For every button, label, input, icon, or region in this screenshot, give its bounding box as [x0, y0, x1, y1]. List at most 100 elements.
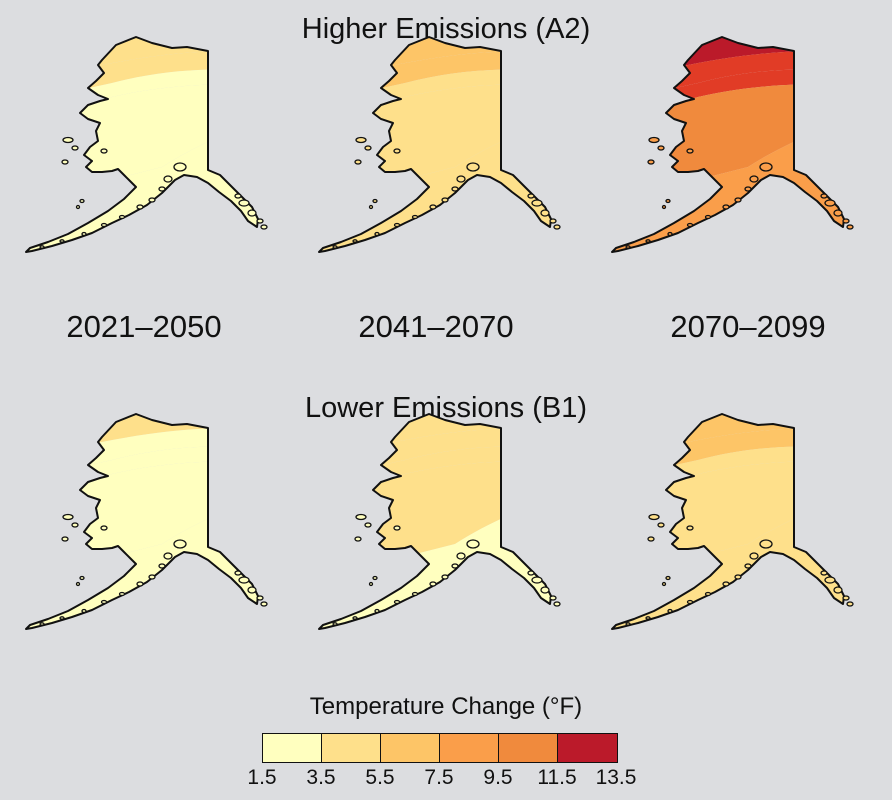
alaska-map-1-2 [318, 36, 561, 253]
island [704, 591, 712, 597]
island [667, 608, 673, 614]
island [71, 145, 79, 151]
island [759, 162, 773, 172]
island [833, 209, 843, 217]
island [645, 616, 651, 620]
island [100, 525, 108, 531]
island [100, 222, 108, 228]
scenario-title-b1: Lower Emissions (B1) [304, 392, 588, 424]
island [234, 570, 242, 576]
island [553, 601, 561, 607]
island [393, 148, 401, 154]
legend-swatch-4 [439, 733, 500, 763]
island [81, 608, 87, 614]
island [648, 136, 660, 144]
island [527, 193, 535, 199]
island [744, 186, 752, 192]
island [355, 513, 367, 521]
legend-swatch-2 [321, 733, 382, 763]
island [148, 197, 156, 203]
legend-swatch-5 [498, 733, 559, 763]
island [531, 199, 543, 207]
island [71, 522, 79, 528]
island [332, 245, 338, 249]
island [833, 586, 843, 594]
legend-tick-2: 3.5 [306, 766, 336, 789]
island [665, 198, 671, 204]
island [163, 552, 173, 560]
island [657, 522, 665, 528]
legend-tick-3: 5.5 [365, 766, 395, 789]
island [466, 162, 480, 172]
island [136, 581, 144, 587]
legend-swatch-6 [557, 733, 618, 763]
period-label-2: 2041–2070 [358, 309, 514, 344]
island [661, 581, 667, 587]
island [429, 581, 437, 587]
island [62, 513, 74, 521]
island [749, 175, 759, 183]
legend-tick-5: 9.5 [483, 766, 513, 789]
island [372, 198, 378, 204]
island [553, 224, 561, 230]
island [846, 224, 854, 230]
island [234, 193, 242, 199]
island [39, 622, 45, 626]
legend-tick-4: 7.5 [424, 766, 454, 789]
island [456, 175, 466, 183]
island [59, 616, 65, 620]
island [466, 539, 480, 549]
island [247, 586, 257, 594]
island [368, 204, 374, 210]
island [540, 209, 550, 217]
island [374, 608, 380, 614]
island [647, 536, 655, 542]
island [842, 595, 850, 601]
island [625, 245, 631, 249]
island [686, 525, 694, 531]
island [136, 204, 144, 210]
period-label-3: 2070–2099 [670, 309, 826, 344]
scenario-title-a2: Higher Emissions (A2) [301, 13, 591, 45]
island [734, 574, 742, 580]
island [247, 209, 257, 217]
island [163, 175, 173, 183]
island [352, 616, 358, 620]
island [158, 186, 166, 192]
island [354, 159, 362, 165]
island [260, 224, 268, 230]
alaska-map-1-3 [611, 36, 854, 253]
island [355, 136, 367, 144]
island [686, 599, 694, 605]
island [79, 575, 85, 581]
island [61, 536, 69, 542]
island [824, 199, 836, 207]
alaska-map-2-2 [318, 413, 561, 630]
island [173, 539, 187, 549]
island [625, 622, 631, 626]
island [62, 136, 74, 144]
island [429, 204, 437, 210]
island [411, 214, 419, 220]
island [824, 576, 836, 584]
island [451, 186, 459, 192]
island [749, 552, 759, 560]
island [648, 513, 660, 521]
island [332, 622, 338, 626]
island [393, 599, 401, 605]
island [81, 231, 87, 237]
island [686, 222, 694, 228]
island [393, 222, 401, 228]
island [368, 581, 374, 587]
island [393, 525, 401, 531]
island [759, 539, 773, 549]
alaska-map-1-1 [25, 36, 268, 253]
island [722, 204, 730, 210]
island [540, 586, 550, 594]
island [238, 576, 250, 584]
island [75, 581, 81, 587]
island [61, 159, 69, 165]
island [118, 214, 126, 220]
legend-swatch-3 [380, 733, 441, 763]
island [173, 162, 187, 172]
